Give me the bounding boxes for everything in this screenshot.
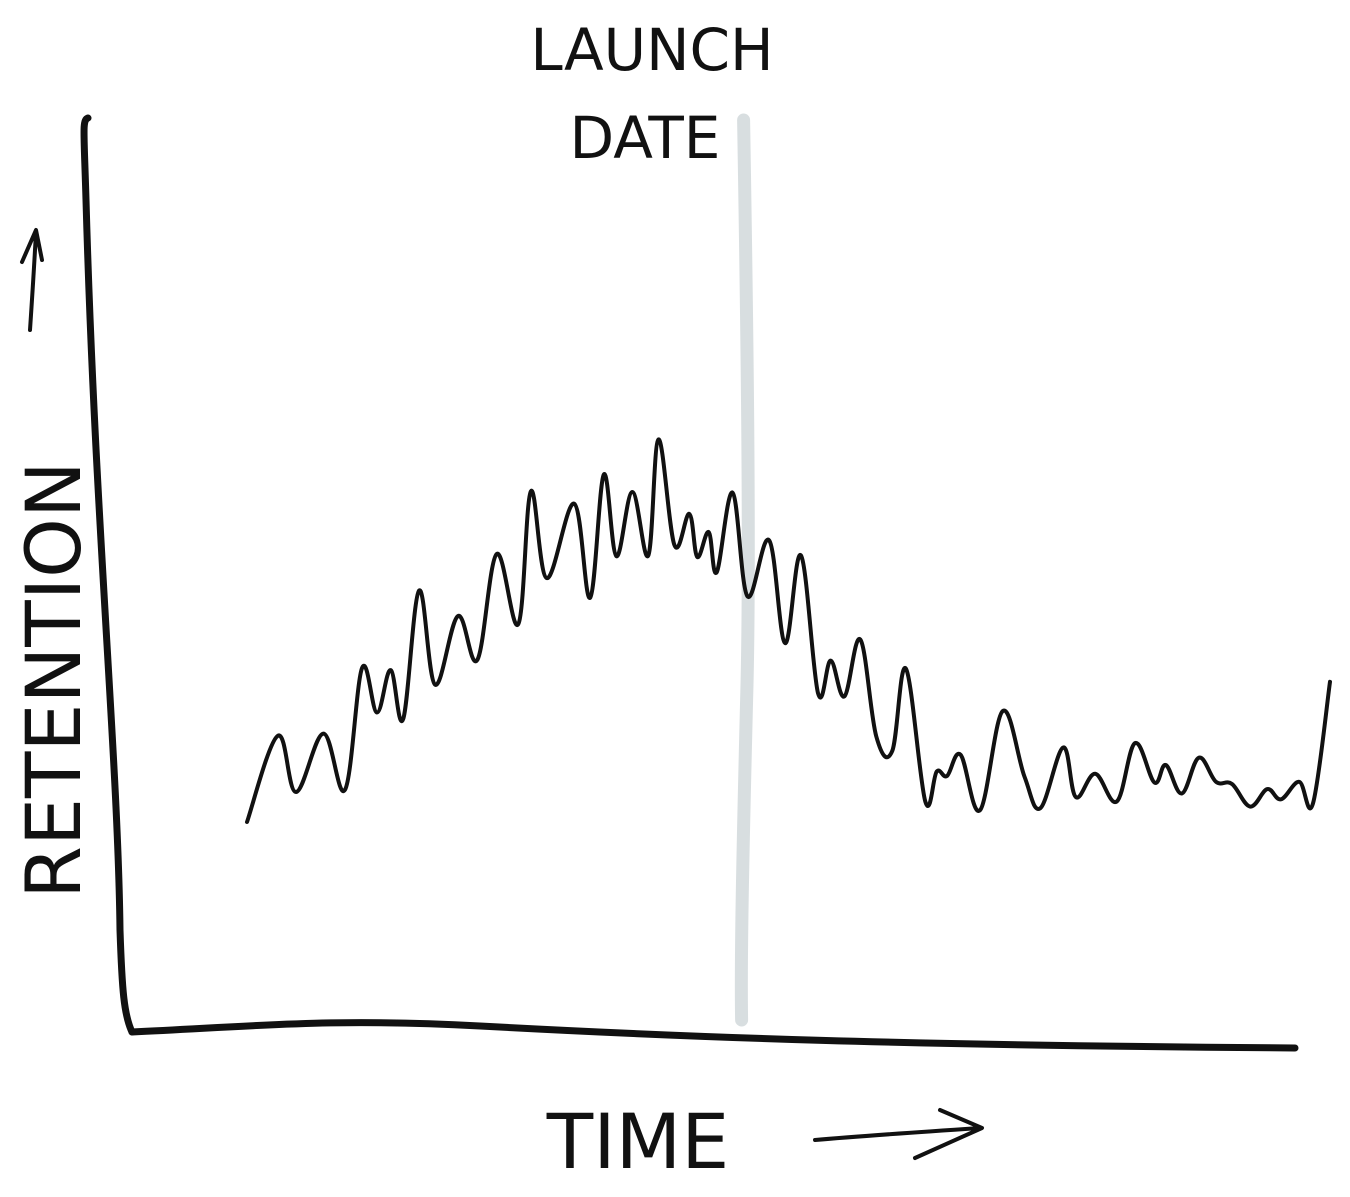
x-axis-label: TIME [546, 1097, 729, 1186]
y-axis-arrow-icon [20, 228, 44, 332]
launch-date-marker [734, 113, 755, 1027]
y-axis-label: RETENTION [9, 461, 98, 899]
x-axis [128, 1019, 1299, 1052]
launch-date-label-line-2: DATE [570, 104, 721, 172]
y-axis [80, 114, 136, 1036]
retention-series-line [245, 437, 1332, 824]
launch-date-label-line-1: LAUNCH [530, 16, 773, 84]
x-axis-arrow-icon [813, 1108, 984, 1160]
